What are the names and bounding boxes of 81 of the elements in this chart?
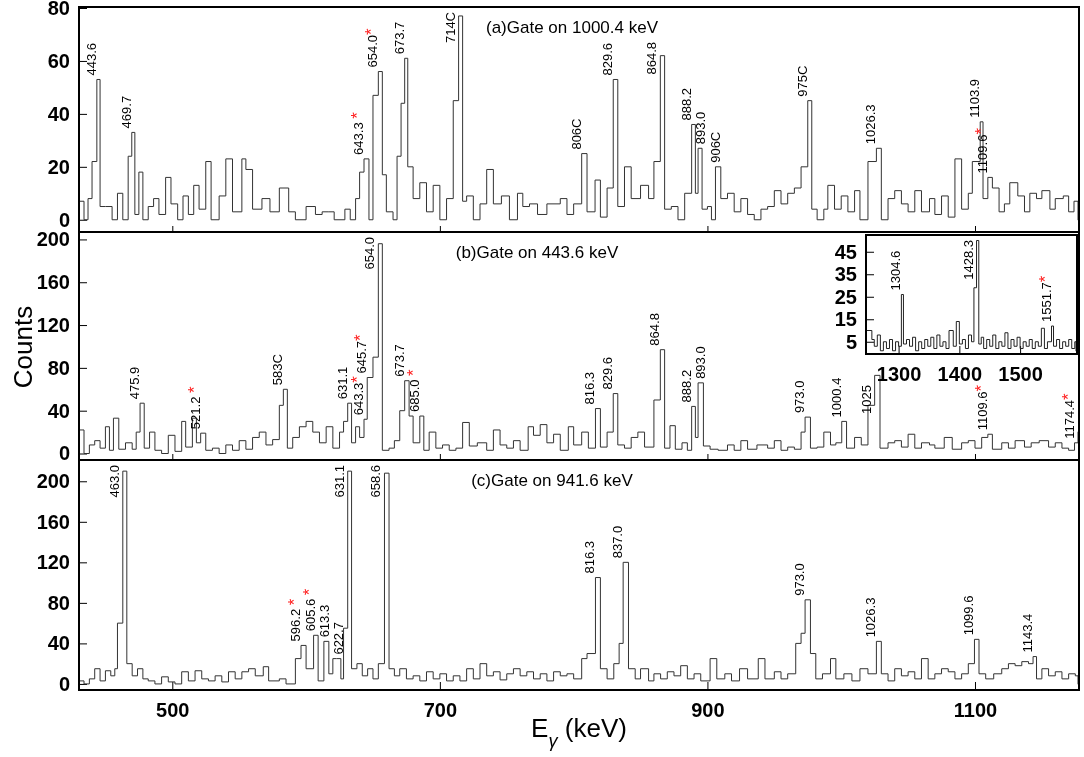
y-tick-label: 160 [36, 271, 70, 294]
y-tick-label: 35 [834, 263, 857, 286]
y-tick-label: 0 [58, 442, 70, 465]
y-tick-label: 80 [47, 356, 70, 379]
annotation: 888.2 [678, 369, 694, 403]
annotation: 1304.6 [888, 250, 904, 291]
annotation: 864.8 [644, 42, 660, 75]
annotation: 1000.4 [828, 377, 844, 418]
annotation: 631.1 [331, 465, 347, 498]
y-tick-label: 80 [47, 591, 70, 614]
annotation: 1551.7* [1035, 275, 1055, 322]
annotation: 521.2 * [184, 386, 204, 430]
text: (b)Gate on 443.6 keV [455, 243, 619, 262]
annotation: 583C [270, 354, 286, 386]
annotation: 888.2 [678, 87, 694, 121]
annotation: 643.3* [348, 375, 368, 416]
y-tick-label: 45 [834, 240, 857, 263]
annotation: 973.0 [792, 380, 808, 414]
annotation: 837.0 [610, 525, 626, 559]
y-tick-label: 200 [36, 470, 70, 493]
annotation: 906C [708, 131, 724, 163]
x-tick-label: 1400 [937, 363, 983, 386]
annotation: 1174.4* [1058, 393, 1078, 439]
annotation: 622.7 [331, 622, 347, 655]
y-tick-label: 25 [834, 285, 857, 308]
x-tick-label: 500 [156, 699, 190, 722]
annotation: 1428.3 [960, 240, 976, 280]
y-tick-label: 0 [58, 208, 70, 231]
annotation: 893.0 [693, 346, 709, 379]
y-tick-label: 120 [36, 313, 70, 336]
annotation: 1026.3 [863, 597, 879, 638]
y-tick-label: 80 [47, 0, 70, 19]
annotation: 643.3 * [348, 111, 368, 155]
annotation: 714C [442, 12, 458, 44]
y-axis-title: Counts [8, 305, 38, 389]
annotation: 1143.4 [1020, 613, 1036, 653]
x-tick-label: 900 [691, 699, 725, 722]
y-tick-label: 40 [47, 102, 70, 125]
annotation: 658.6 [368, 465, 384, 498]
annotation: 654.0 [362, 237, 378, 270]
annotation: 816.3 [582, 372, 598, 405]
y-tick-label: 15 [834, 308, 857, 331]
x-tick-label: 700 [423, 699, 458, 722]
y-tick-label: 60 [47, 49, 70, 72]
y-tick-label: 40 [47, 399, 70, 422]
annotation: 829.6 [600, 357, 616, 390]
annotation: 864.8 [647, 313, 663, 346]
annotation: 673.7 [391, 21, 407, 55]
annotation: 806C [568, 118, 584, 150]
annotation: 654.0* [362, 27, 382, 68]
annotation: 1099.6 [961, 595, 977, 636]
annotation: 631.1 [334, 366, 350, 400]
annotation: 1025 [858, 385, 874, 414]
annotation: 463.0 [106, 465, 122, 498]
annotation: 613.3 [316, 604, 332, 638]
annotation: 973.0 [792, 563, 808, 596]
annotation: 1109.6* [971, 384, 991, 431]
x-axis-title: E$_{γ}$ (keV) [531, 713, 627, 751]
annotation: 975C [794, 65, 810, 97]
annotation: 469.7 [118, 95, 134, 129]
x-tick-label: 1500 [998, 363, 1043, 386]
y-tick-label: 120 [36, 551, 70, 574]
y-tick-label: 5 [845, 330, 857, 353]
annotation: 645.7* [351, 333, 371, 374]
y-tick-label: 40 [47, 632, 70, 655]
y-tick-label: 20 [47, 155, 70, 178]
annotation: 475.9 [127, 366, 143, 400]
text: (c)Gate on 941.6 keV [471, 471, 634, 490]
y-tick-label: 200 [36, 228, 70, 251]
annotation: 443.6 [83, 42, 99, 76]
annotation: 1026.3 [863, 104, 879, 145]
annotation: 816.3 [582, 540, 598, 574]
annotation: 1109.6* [971, 127, 991, 174]
text: (a)Gate on 1000.4 keV [485, 18, 659, 37]
y-tick-label: 0 [58, 672, 70, 695]
annotation: 893.0 [693, 111, 709, 145]
annotation: 1103.9 [967, 79, 983, 118]
x-tick-label: 1300 [876, 363, 922, 386]
annotation: 829.6 [600, 42, 616, 76]
x-tick-label: 1100 [953, 699, 998, 722]
y-tick-label: 160 [36, 510, 70, 533]
